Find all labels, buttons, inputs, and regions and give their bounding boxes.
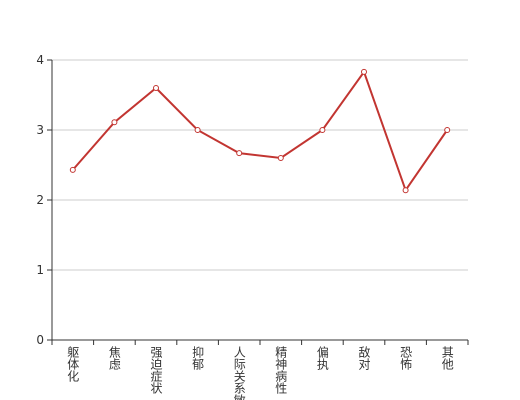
- point: [277, 155, 284, 161]
- line: [72, 69, 449, 193]
- y-tick-label: 2: [36, 193, 44, 207]
- x-tick-label: 偏执: [315, 345, 329, 371]
- point: [361, 68, 367, 75]
- y-tick-label: 3: [36, 123, 44, 137]
- x-tick-label: 敌对: [357, 345, 371, 370]
- point: [111, 119, 118, 126]
- point: [444, 127, 451, 133]
- x-tick-label: 其他: [440, 346, 454, 370]
- y-tick-label: 4: [36, 53, 44, 67]
- point: [69, 166, 76, 173]
- y-tick-label: 0: [36, 333, 44, 347]
- x-tick-label: 恐怖: [399, 346, 413, 370]
- point: [236, 150, 243, 157]
- y-tick-label: 1: [36, 263, 44, 277]
- x-tick-label: 抑郁: [191, 345, 205, 371]
- point: [402, 187, 409, 194]
- x-tick-label: 强迫症状: [149, 346, 163, 394]
- point: [153, 85, 159, 91]
- point: [194, 127, 201, 133]
- x-tick-label: 躯体化: [66, 345, 80, 383]
- x-tick-label: 焦虑: [107, 346, 121, 370]
- point: [319, 127, 326, 133]
- x-tick-label: 精神病性: [274, 346, 288, 395]
- x-tick-label: 人际关系敏感: [232, 346, 246, 400]
